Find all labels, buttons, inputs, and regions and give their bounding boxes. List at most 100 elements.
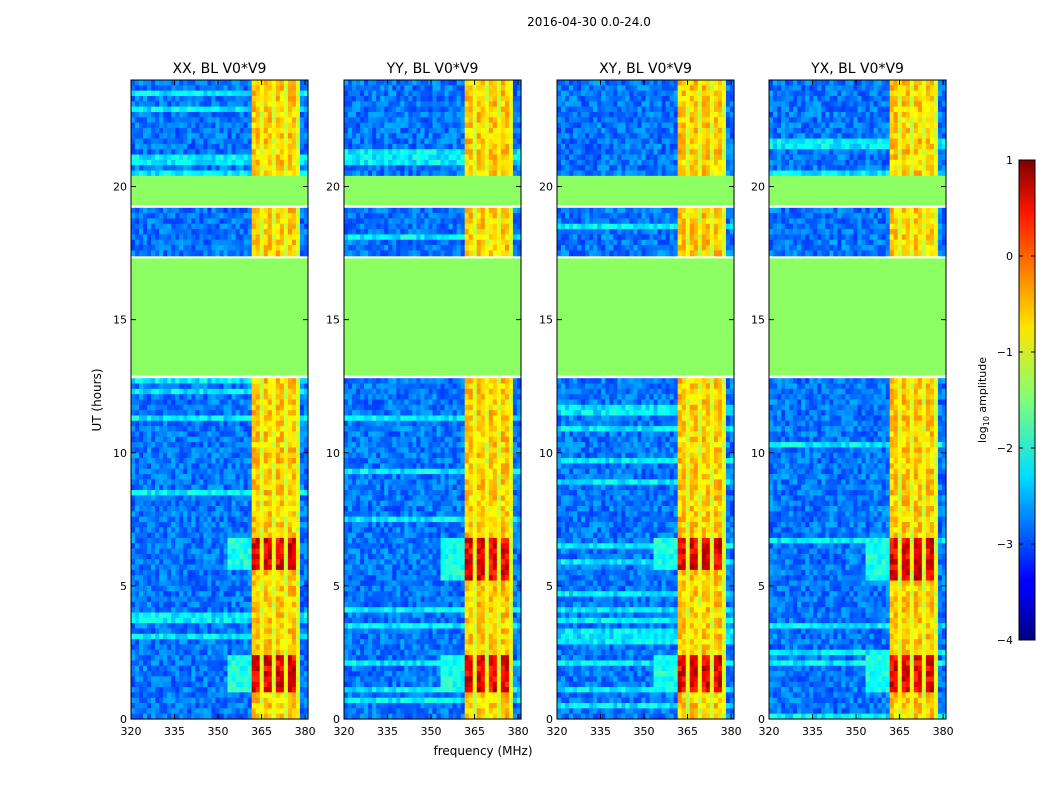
- heatmap-cell: [279, 250, 285, 257]
- heatmap-cell: [175, 378, 180, 385]
- heatmap-cell: [175, 660, 180, 667]
- heatmap-cell: [187, 143, 192, 150]
- heatmap-cell: [223, 676, 229, 683]
- heatmap-cell: [175, 506, 180, 512]
- heatmap-cell: [211, 708, 217, 715]
- heatmap-cell: [243, 388, 249, 395]
- heatmap-cell: [131, 90, 136, 97]
- heatmap-cell: [287, 458, 293, 464]
- heatmap-cell: [187, 138, 192, 145]
- heatmap-cell: [179, 649, 184, 656]
- heatmap-cell: [223, 117, 229, 124]
- heatmap-cell: [215, 213, 221, 220]
- heatmap-cell: [279, 697, 285, 704]
- heatmap-cell: [267, 95, 273, 102]
- heatmap-cell: [295, 692, 301, 699]
- heatmap-cell: [279, 117, 285, 124]
- heatmap-cell: [299, 447, 305, 454]
- heatmap-cell: [344, 133, 349, 140]
- heatmap-cell: [143, 213, 148, 220]
- heatmap-cell: [175, 713, 180, 720]
- heatmap-cell: [295, 644, 301, 651]
- heatmap-cell: [143, 601, 148, 608]
- heatmap-cell: [295, 601, 301, 608]
- heatmap-cell: [259, 564, 265, 571]
- heatmap-cell: [283, 420, 289, 427]
- heatmap-cell: [219, 506, 225, 512]
- heatmap-cell: [151, 101, 156, 108]
- heatmap-cell: [203, 495, 209, 502]
- heatmap-cell: [203, 80, 209, 86]
- heatmap-cell: [179, 516, 184, 523]
- heatmap-cell: [291, 468, 297, 475]
- heatmap-cell: [275, 484, 281, 491]
- heatmap-cell: [151, 601, 156, 608]
- heatmap-cell: [436, 90, 442, 97]
- heatmap-cell: [512, 133, 518, 140]
- heatmap-cell: [195, 452, 200, 459]
- heatmap-cell: [135, 420, 140, 427]
- heatmap-cell: [195, 548, 200, 555]
- heatmap-cell: [243, 223, 249, 230]
- heatmap-cell: [191, 239, 196, 246]
- heatmap-cell: [396, 95, 401, 102]
- heatmap-cell: [287, 399, 293, 406]
- heatmap-cell: [147, 165, 152, 172]
- heatmap-cell: [139, 207, 144, 214]
- heatmap-cell: [271, 692, 277, 699]
- heatmap-cell: [195, 532, 200, 539]
- heatmap-cell: [404, 213, 409, 220]
- heatmap-cell: [408, 127, 413, 134]
- heatmap-cell: [195, 596, 200, 603]
- heatmap-cell: [508, 149, 514, 156]
- heatmap-cell: [171, 543, 176, 550]
- x-tick-label: 350: [208, 725, 229, 738]
- heatmap-cell: [432, 95, 438, 102]
- heatmap-cell: [179, 633, 184, 640]
- heatmap-cell: [384, 127, 389, 134]
- heatmap-cell: [287, 569, 293, 576]
- heatmap-cell: [175, 218, 180, 225]
- heatmap-cell: [408, 223, 413, 230]
- heatmap-cell: [223, 474, 229, 480]
- heatmap-cell: [480, 143, 486, 150]
- heatmap-cell: [255, 442, 261, 449]
- heatmap-cell: [135, 687, 140, 693]
- heatmap-cell: [151, 479, 156, 486]
- heatmap-cell: [219, 612, 225, 619]
- heatmap-cell: [131, 612, 136, 619]
- heatmap-cell: [143, 399, 148, 406]
- heatmap-cell: [255, 495, 261, 502]
- heatmap-cell: [195, 479, 200, 486]
- heatmap-cell: [299, 474, 305, 480]
- heatmap-cell: [291, 495, 297, 502]
- heatmap-cell: [179, 106, 184, 113]
- heatmap-cell: [159, 383, 164, 390]
- heatmap-cell: [239, 591, 245, 598]
- heatmap-cell: [167, 649, 172, 656]
- heatmap-cell: [203, 85, 209, 92]
- heatmap-cell: [255, 633, 261, 640]
- heatmap-cell: [344, 122, 349, 129]
- heatmap-cell: [480, 111, 486, 118]
- heatmap-cell: [303, 415, 309, 422]
- heatmap-cell: [416, 106, 422, 113]
- heatmap-cell: [291, 101, 297, 108]
- heatmap-cell: [219, 154, 225, 161]
- heatmap-cell: [179, 122, 184, 129]
- heatmap-cell: [492, 122, 498, 129]
- heatmap-cell: [187, 511, 192, 518]
- heatmap-cell: [207, 218, 213, 225]
- heatmap-cell: [151, 585, 156, 592]
- heatmap-cell: [171, 404, 176, 411]
- heatmap-cell: [195, 591, 200, 598]
- heatmap-cell: [219, 532, 225, 539]
- heatmap-cell: [211, 133, 217, 140]
- heatmap-cell: [175, 687, 180, 693]
- heatmap-cell: [428, 207, 434, 214]
- heatmap-cell: [263, 644, 269, 651]
- heatmap-cell: [171, 474, 176, 480]
- heatmap-cell: [243, 463, 249, 470]
- heatmap-cell: [227, 617, 233, 624]
- heatmap-cell: [155, 90, 160, 97]
